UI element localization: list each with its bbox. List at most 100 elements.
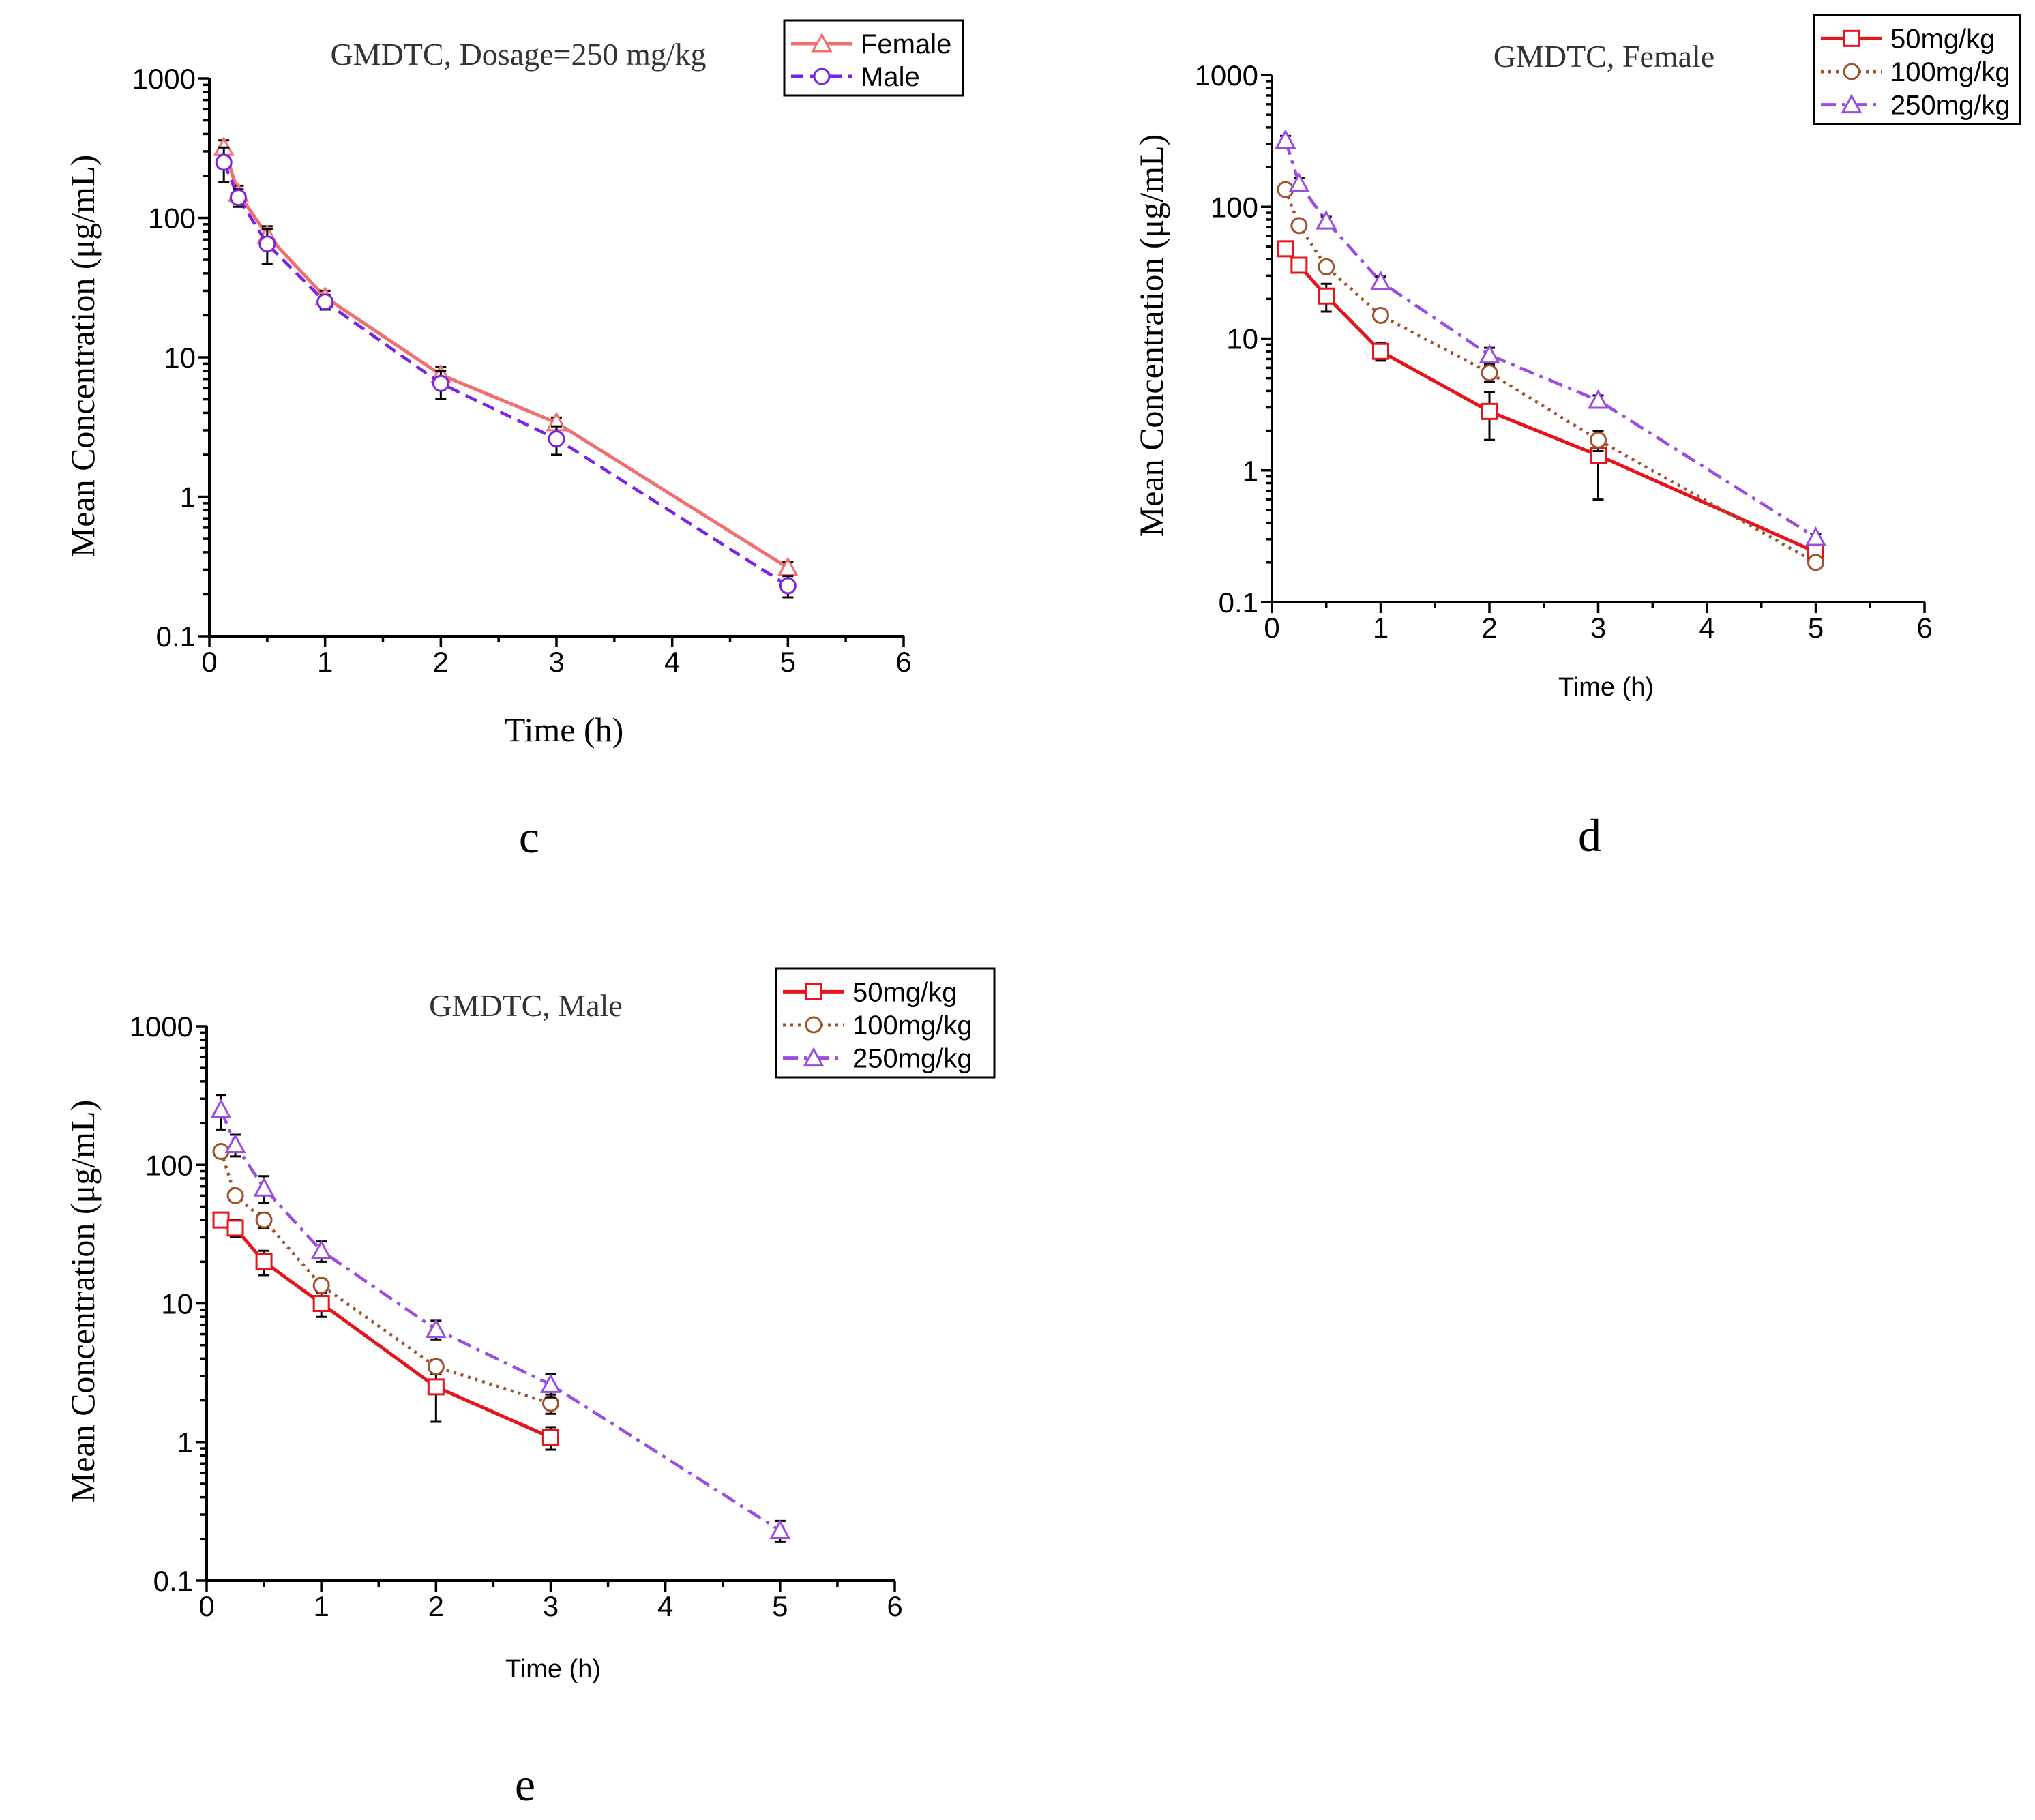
x-tick-label: 1 bbox=[1373, 612, 1388, 644]
data-point-triangle bbox=[1804, 526, 1827, 546]
chart-e: GMDTC, Male 0 1 2 3 4 5 6 0.1 1 10 100 1000 Time (h… bbox=[63, 967, 996, 1810]
data-point-square bbox=[1481, 402, 1498, 420]
data-point-square bbox=[255, 1253, 273, 1270]
data-point-circle bbox=[432, 374, 449, 392]
x-tick-label: 5 bbox=[1808, 612, 1824, 644]
x-tick-label: 5 bbox=[780, 646, 796, 678]
data-point-triangle bbox=[1587, 389, 1609, 409]
y-tick-label: 0.1 bbox=[156, 621, 196, 653]
legend-marker-triangle bbox=[1841, 93, 1862, 114]
data-point-triangle bbox=[1288, 173, 1310, 192]
y-tick-label: 0.1 bbox=[1219, 586, 1258, 618]
data-point-square bbox=[226, 1219, 244, 1237]
y-tick-label: 1000 bbox=[132, 63, 196, 95]
chart-c-xlabel: Time (h) bbox=[505, 711, 624, 749]
legend-entry: Male bbox=[861, 62, 920, 92]
data-point-triangle bbox=[1479, 344, 1500, 364]
data-point-triangle bbox=[1275, 129, 1296, 149]
data-point-circle bbox=[1290, 217, 1308, 235]
data-point-square bbox=[1372, 342, 1389, 360]
data-point-circle bbox=[316, 293, 334, 311]
legend-entry: 250mg/kg bbox=[852, 1044, 972, 1074]
data-point-square bbox=[1318, 287, 1335, 305]
data-point-circle bbox=[215, 153, 233, 171]
y-tick-label: 1 bbox=[180, 481, 196, 513]
series-line-100mgkg bbox=[1283, 189, 1817, 564]
y-tick-label: 100 bbox=[1210, 191, 1258, 223]
data-point-circle bbox=[1807, 554, 1824, 571]
series-line-250mgkg bbox=[219, 1109, 782, 1532]
data-point-triangle bbox=[253, 1177, 275, 1197]
x-tick-label: 4 bbox=[657, 1590, 673, 1622]
data-point-circle bbox=[779, 577, 797, 595]
x-tick-label: 2 bbox=[1481, 612, 1497, 644]
data-point-circle bbox=[229, 189, 247, 207]
data-point-triangle bbox=[769, 1519, 791, 1539]
chart-d: GMDTC, Female 0 1 2 3 4 5 6 0.1 1 10 100 1000 Time … bbox=[1132, 14, 2021, 861]
chart-c-ylabel: Mean Concentration (μg/mL) bbox=[63, 155, 102, 558]
chart-c-series bbox=[213, 136, 799, 599]
y-tick-label: 0.1 bbox=[153, 1565, 193, 1597]
chart-e-xlabel: Time (h) bbox=[505, 1655, 601, 1684]
data-point-circle bbox=[1481, 364, 1498, 382]
y-tick-label: 1000 bbox=[130, 1011, 193, 1043]
x-tick-label: 0 bbox=[201, 646, 217, 678]
data-point-circle bbox=[1318, 258, 1335, 275]
chart-e-title: GMDTC, Male bbox=[429, 988, 623, 1023]
chart-d-title: GMDTC, Female bbox=[1494, 39, 1715, 74]
x-tick-label: 2 bbox=[433, 646, 449, 678]
series-line-50mgkg bbox=[1284, 248, 1817, 554]
legend-marker-triangle bbox=[811, 32, 833, 53]
x-tick-label: 6 bbox=[895, 646, 911, 678]
legend-marker-triangle bbox=[803, 1047, 825, 1067]
legend-entry: 100mg/kg bbox=[852, 1011, 972, 1041]
data-point-circle bbox=[1590, 431, 1607, 449]
legend-marker-circle bbox=[805, 1016, 822, 1034]
legend-entry: 50mg/kg bbox=[1890, 24, 1995, 54]
legend-entry: 250mg/kg bbox=[1890, 91, 2010, 121]
panel-letter-e: e bbox=[515, 1759, 535, 1810]
y-tick-label: 1 bbox=[177, 1427, 193, 1459]
x-tick-label: 2 bbox=[428, 1590, 444, 1622]
y-tick-label: 100 bbox=[145, 1149, 193, 1181]
y-tick-label: 100 bbox=[148, 203, 196, 235]
legend-marker-circle bbox=[813, 68, 831, 85]
legend-box bbox=[783, 19, 964, 97]
x-tick-label: 3 bbox=[543, 1590, 559, 1622]
x-tick-label: 1 bbox=[317, 646, 333, 678]
x-tick-label: 3 bbox=[548, 646, 564, 678]
chart-d-xlabel: Time (h) bbox=[1558, 673, 1654, 702]
data-point-circle bbox=[312, 1277, 330, 1294]
series-line-male bbox=[222, 162, 789, 587]
data-point-circle bbox=[255, 1211, 273, 1229]
chart-c-title: GMDTC, Dosage=250 mg/kg bbox=[330, 37, 706, 72]
chart-d-ylabel: Mean Concentration (μg/mL) bbox=[1132, 134, 1170, 537]
x-tick-label: 0 bbox=[1264, 612, 1279, 644]
legend-entry: 100mg/kg bbox=[1890, 57, 2010, 87]
x-tick-label: 4 bbox=[1699, 612, 1714, 644]
data-point-square bbox=[427, 1378, 445, 1396]
data-point-circle bbox=[548, 430, 565, 448]
x-tick-label: 0 bbox=[198, 1590, 214, 1622]
series-line-50mgkg bbox=[220, 1218, 552, 1439]
data-point-square bbox=[1277, 240, 1294, 258]
data-point-square bbox=[542, 1429, 559, 1446]
data-point-circle bbox=[226, 1187, 244, 1204]
x-tick-label: 5 bbox=[772, 1590, 788, 1622]
legend-marker-square bbox=[1843, 29, 1860, 47]
data-point-triangle bbox=[1369, 270, 1392, 290]
data-point-triangle bbox=[777, 556, 799, 577]
data-point-circle bbox=[1372, 306, 1389, 324]
y-tick-label: 1000 bbox=[1195, 59, 1258, 91]
panel-letter-d: d bbox=[1578, 809, 1601, 861]
data-point-triangle bbox=[224, 1133, 246, 1154]
legend-marker-square bbox=[805, 983, 822, 1000]
data-point-triangle bbox=[310, 1240, 332, 1259]
chart-c-axes: 0 1 2 3 4 5 6 0.1 1 10 100 1000 bbox=[132, 63, 912, 678]
chart-d-series bbox=[1275, 129, 1827, 571]
data-point-triangle bbox=[1316, 209, 1337, 230]
